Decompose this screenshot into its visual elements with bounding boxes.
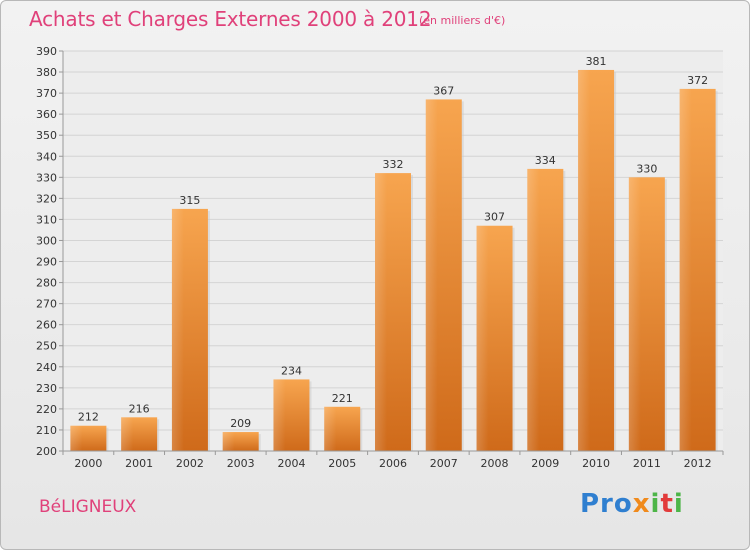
bar-group: 381 bbox=[578, 55, 617, 452]
y-tick-label: 290 bbox=[36, 256, 57, 269]
y-tick-label: 390 bbox=[36, 45, 57, 58]
y-tick-label: 330 bbox=[36, 171, 57, 184]
x-axis: 2000 2001 2002 2003 2004 2005 2006 2007 2008 2009… bbox=[62, 451, 724, 470]
y-tick-label: 200 bbox=[36, 445, 57, 458]
x-tick-label: 2005 bbox=[328, 457, 356, 470]
x-tick-label: 2003 bbox=[227, 457, 255, 470]
bar-highlight bbox=[375, 173, 387, 451]
bar-value-label: 307 bbox=[484, 211, 505, 224]
x-tick-label: 2008 bbox=[481, 457, 509, 470]
bar-value-label: 216 bbox=[129, 402, 150, 415]
bar-group: 307 bbox=[476, 211, 515, 451]
x-tick-label: 2004 bbox=[277, 457, 305, 470]
y-tick-label: 360 bbox=[36, 108, 57, 121]
bar-group: 372 bbox=[679, 74, 718, 451]
x-tick-label: 2007 bbox=[430, 457, 458, 470]
proxiti-logo: Proxiti bbox=[580, 489, 684, 519]
x-tick-label: 2001 bbox=[125, 457, 153, 470]
y-tick-label: 350 bbox=[36, 129, 57, 142]
bar-value-label: 372 bbox=[687, 74, 708, 87]
y-tick-label: 340 bbox=[36, 150, 57, 163]
chart-title: Achats et Charges Externes 2000 à 2012 bbox=[29, 7, 432, 31]
x-tick-label: 2011 bbox=[633, 457, 661, 470]
bar-group: 234 bbox=[273, 364, 312, 451]
bar-highlight bbox=[425, 99, 438, 451]
bar-value-label: 330 bbox=[636, 162, 657, 175]
y-tick-label: 260 bbox=[36, 319, 57, 332]
bar-value-label: 315 bbox=[179, 194, 200, 207]
y-tick-label: 250 bbox=[36, 340, 57, 353]
chart-subtitle: (en milliers d'€) bbox=[419, 14, 506, 27]
y-axis: 200 210 220 230 240 250 260 270 280 290 300 310 320 3… bbox=[36, 45, 723, 458]
bar-highlight bbox=[527, 168, 540, 452]
commune-name: BéLIGNEUX bbox=[39, 497, 137, 517]
bar-highlight bbox=[578, 69, 591, 452]
y-tick-label: 270 bbox=[36, 298, 57, 311]
x-tick-label: 2012 bbox=[684, 457, 712, 470]
bar-highlight bbox=[679, 88, 692, 451]
x-tick-label: 2002 bbox=[176, 457, 204, 470]
y-tick-label: 280 bbox=[36, 277, 57, 290]
x-tick-label: 2010 bbox=[582, 457, 610, 470]
bar-group: 332 bbox=[375, 158, 413, 451]
y-tick-label: 210 bbox=[36, 424, 57, 437]
y-tick-label: 300 bbox=[36, 234, 57, 247]
y-tick-label: 320 bbox=[36, 192, 57, 205]
y-tick-label: 310 bbox=[36, 213, 57, 226]
bar-highlight bbox=[324, 406, 337, 451]
x-tick-label: 2000 bbox=[74, 457, 102, 470]
bar-value-label: 221 bbox=[332, 392, 353, 405]
y-tick-label: 370 bbox=[36, 87, 57, 100]
bar-group: 334 bbox=[527, 154, 566, 452]
bar-group: 212 bbox=[70, 411, 109, 451]
bar-highlight bbox=[171, 208, 184, 451]
bar-highlight bbox=[222, 432, 235, 451]
bar-value-label: 212 bbox=[78, 411, 99, 424]
bar-value-label: 209 bbox=[230, 417, 251, 430]
bar-highlight bbox=[628, 177, 641, 451]
bars: 212 216 315 209 234 221 332 367 307 334 381 330 372 bbox=[70, 55, 718, 452]
y-tick-label: 220 bbox=[36, 403, 57, 416]
x-tick-label: 2009 bbox=[531, 457, 559, 470]
y-tick-label: 230 bbox=[36, 382, 57, 395]
bar-value-label: 332 bbox=[383, 158, 404, 171]
bar-highlight bbox=[121, 417, 134, 451]
bar-highlight bbox=[70, 425, 83, 451]
bar-value-label: 367 bbox=[433, 84, 454, 97]
bar-group: 221 bbox=[324, 392, 363, 451]
y-tick-label: 240 bbox=[36, 361, 57, 374]
bar-value-label: 234 bbox=[281, 364, 302, 377]
bar-group: 209 bbox=[222, 417, 261, 451]
bar-group: 315 bbox=[171, 194, 210, 451]
bar-highlight bbox=[273, 379, 286, 451]
x-tick-label: 2006 bbox=[379, 457, 407, 470]
bar-group: 367 bbox=[425, 84, 464, 451]
bar-group: 216 bbox=[121, 402, 160, 451]
bar-value-label: 381 bbox=[586, 55, 607, 68]
bar-value-label: 334 bbox=[535, 154, 556, 167]
y-tick-label: 380 bbox=[36, 66, 57, 79]
bar-group: 330 bbox=[628, 162, 667, 451]
bar-highlight bbox=[476, 225, 489, 451]
